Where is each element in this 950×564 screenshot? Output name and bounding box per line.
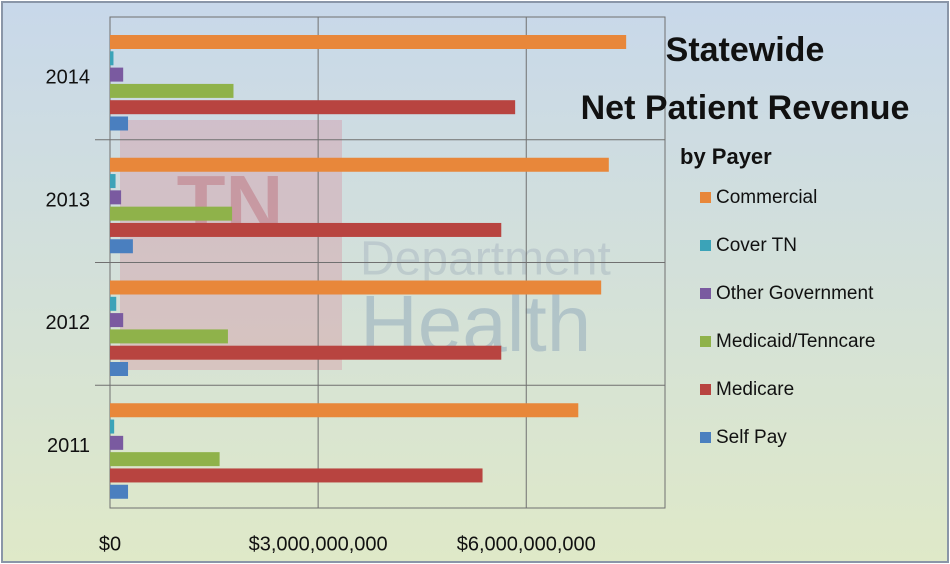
bar [110, 362, 129, 376]
bar [110, 157, 609, 172]
chart-title: Statewide [666, 31, 825, 69]
bar [110, 100, 516, 115]
bar [110, 345, 502, 360]
bar [110, 419, 115, 434]
bar [110, 35, 627, 49]
legend-label: Medicaid/Tenncare [716, 331, 875, 352]
bar [110, 403, 579, 418]
legend-swatch [700, 336, 711, 347]
x-tick-label: $3,000,000,000 [249, 533, 388, 555]
bar [110, 280, 602, 295]
chart-title: Net Patient Revenue [581, 89, 910, 127]
y-tick-label: 2011 [47, 435, 90, 457]
bar [110, 435, 124, 450]
bar [110, 296, 117, 311]
bar [110, 239, 133, 254]
legend-label: Cover TN [716, 235, 797, 256]
x-tick-label: $6,000,000,000 [457, 533, 596, 555]
bar [110, 67, 124, 82]
legend-label: Self Pay [716, 427, 787, 448]
chart-subtitle: by Payer [680, 144, 772, 169]
y-tick-label: 2012 [46, 312, 91, 334]
bar [110, 484, 129, 499]
legend-label: Commercial [716, 187, 817, 208]
legend-swatch [700, 432, 711, 443]
bar [110, 116, 129, 131]
legend-swatch [700, 240, 711, 251]
bar [110, 83, 234, 98]
legend-swatch [700, 288, 711, 299]
bar [110, 206, 233, 221]
legend-swatch [700, 192, 711, 203]
bar [110, 51, 114, 66]
legend-label: Other Government [716, 283, 874, 304]
legend-label: Medicare [716, 379, 794, 400]
x-tick-label: $0 [99, 533, 121, 555]
y-tick-label: 2014 [46, 67, 91, 89]
y-tick-label: 2013 [46, 189, 91, 211]
bar [110, 222, 502, 237]
bar [110, 452, 220, 467]
watermark: Department [360, 233, 611, 286]
legend-swatch [700, 384, 711, 395]
bar [110, 329, 228, 344]
bar [110, 174, 116, 189]
bar [110, 313, 124, 328]
bar [110, 468, 483, 483]
bar [110, 190, 122, 205]
